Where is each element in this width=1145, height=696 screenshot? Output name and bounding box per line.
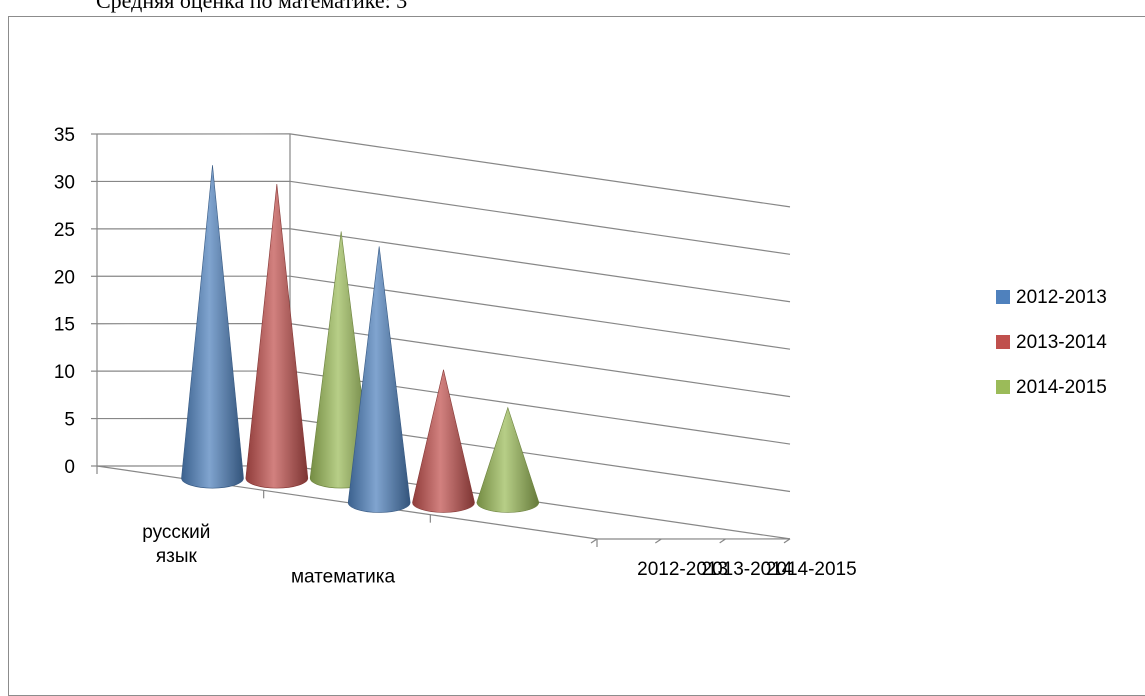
depth-tick — [655, 538, 662, 544]
depth-tick-label: 2013-2014 — [702, 559, 793, 580]
depth-tick — [719, 538, 726, 544]
legend-label: 2013-2014 — [1016, 332, 1107, 353]
legend-label: 2012-2013 — [1016, 287, 1107, 308]
cone — [245, 184, 309, 489]
depth-tick — [590, 538, 598, 544]
y-tick-label: 20 — [54, 267, 75, 288]
legend-swatch — [996, 290, 1010, 304]
page-caption: Средняя оценка по математике: 3 — [96, 0, 408, 13]
depth-tick-label: 2014-2015 — [766, 559, 857, 580]
legend: 2012-2013 2013-2014 2014-2015 — [996, 287, 1107, 398]
cone — [181, 165, 244, 489]
cone — [476, 406, 540, 513]
y-tick-label: 30 — [54, 172, 75, 193]
x-tick-label: русский язык — [142, 522, 210, 567]
cone — [412, 369, 475, 513]
gridline — [96, 133, 791, 208]
legend-swatch — [996, 380, 1010, 394]
cones — [181, 165, 540, 513]
y-tick-label: 15 — [54, 315, 75, 336]
depth-tick-label: 2012-2013 — [637, 559, 728, 580]
x-tick-label: математика — [291, 567, 396, 588]
y-tick-label: 25 — [54, 220, 75, 241]
legend-label: 2014-2015 — [1016, 377, 1107, 398]
y-tick-label: 35 — [54, 125, 75, 146]
cone — [347, 246, 411, 513]
y-tick-label: 5 — [64, 410, 75, 431]
y-tick-label: 10 — [54, 362, 75, 383]
cone-chart: 0 5 10 15 20 25 30 35 русский язык математика 2012-… — [54, 125, 1107, 588]
y-tick-label: 0 — [64, 457, 75, 478]
legend-swatch — [996, 335, 1010, 349]
depth-tick — [783, 538, 791, 544]
